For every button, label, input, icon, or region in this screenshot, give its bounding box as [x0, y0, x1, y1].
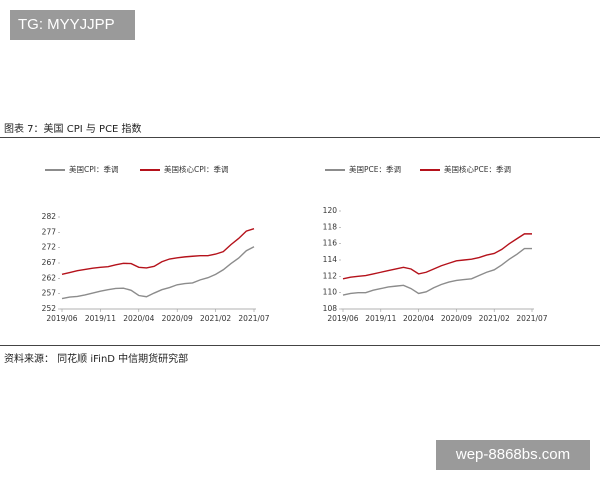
- y-tick-label: 112: [323, 271, 338, 280]
- divider: [0, 137, 600, 138]
- x-tick-label: 2019/11: [365, 314, 396, 323]
- series-line: [342, 247, 532, 296]
- y-tick-label: 262: [42, 273, 57, 282]
- x-tick-label: 2019/11: [85, 314, 116, 323]
- x-tick-label: 2021/07: [516, 314, 547, 323]
- x-tick-label: 2021/02: [479, 314, 510, 323]
- series-line: [61, 227, 255, 276]
- y-tick-label: 282: [42, 212, 57, 221]
- y-tick-label: 267: [42, 258, 57, 267]
- y-tick-label: 272: [42, 243, 57, 252]
- y-tick-label: 120: [323, 206, 338, 215]
- charts: 252 257 262 267 272 277 282 2019/06 2019/11 2020/…: [42, 164, 548, 323]
- y-tick-label: 114: [323, 255, 338, 264]
- series-line: [342, 233, 532, 280]
- x-tick-label: 2020/09: [441, 314, 472, 323]
- divider: [0, 345, 600, 346]
- x-tick-label: 2019/06: [46, 314, 77, 323]
- legend-label: 美国核心PCE：季调: [444, 164, 511, 174]
- x-tick-label: 2021/02: [200, 314, 231, 323]
- x-tick-label: 2020/09: [162, 314, 193, 323]
- figure-title: 图表 7：美国 CPI 与 PCE 指数: [4, 124, 142, 135]
- x-tick-label: 2021/07: [238, 314, 269, 323]
- x-tick-label: 2020/04: [123, 314, 154, 323]
- legend-label: 美国核心CPI：季调: [164, 164, 228, 174]
- y-tick-label: 116: [323, 239, 338, 248]
- x-tick-label: 2020/04: [403, 314, 434, 323]
- watermark: TG: MYYJJPP: [10, 10, 135, 40]
- legend-label: 美国CPI：季调: [69, 164, 118, 174]
- y-tick-label: 118: [323, 222, 338, 231]
- x-tick-label: 2019/06: [327, 314, 358, 323]
- source-note: 资料来源： 同花顺 iFinD 中信期货研究部: [4, 354, 189, 365]
- y-tick-label: 257: [42, 289, 57, 298]
- y-tick-label: 252: [42, 304, 57, 313]
- legend-label: 美国PCE：季调: [349, 164, 401, 174]
- watermark: wep-8868bs.com: [436, 440, 590, 470]
- series-line: [61, 246, 255, 300]
- y-tick-label: 108: [323, 304, 338, 313]
- y-tick-label: 110: [323, 288, 338, 297]
- y-tick-label: 277: [42, 227, 57, 236]
